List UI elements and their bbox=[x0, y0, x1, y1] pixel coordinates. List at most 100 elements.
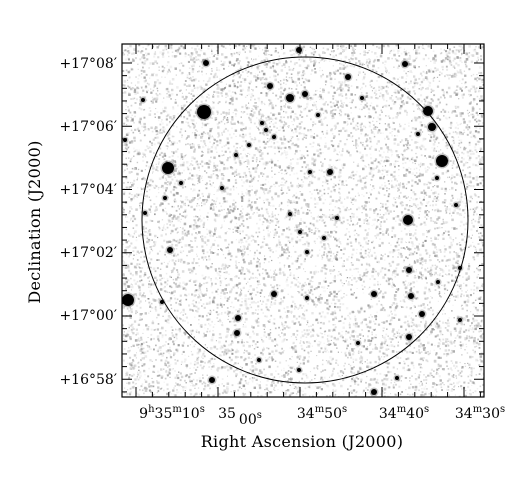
noise-speck bbox=[187, 135, 190, 138]
noise-speck bbox=[399, 251, 402, 254]
noise-speck bbox=[276, 127, 278, 129]
noise-speck bbox=[360, 108, 363, 111]
noise-speck bbox=[206, 132, 210, 135]
noise-speck bbox=[329, 202, 332, 205]
noise-speck bbox=[240, 81, 243, 83]
noise-speck bbox=[167, 374, 169, 377]
noise-speck bbox=[134, 102, 137, 104]
noise-speck bbox=[433, 221, 437, 224]
noise-speck bbox=[283, 266, 285, 268]
noise-speck bbox=[317, 321, 320, 324]
noise-speck bbox=[217, 85, 220, 88]
noise-speck bbox=[283, 52, 286, 55]
noise-speck bbox=[477, 131, 480, 134]
noise-speck bbox=[475, 60, 478, 63]
noise-speck bbox=[457, 124, 459, 126]
noise-speck bbox=[357, 383, 360, 386]
noise-speck bbox=[413, 75, 416, 78]
noise-speck bbox=[456, 259, 459, 263]
noise-speck bbox=[274, 338, 277, 341]
noise-speck bbox=[263, 296, 266, 298]
noise-speck bbox=[412, 223, 415, 226]
noise-speck bbox=[248, 82, 250, 84]
noise-speck bbox=[396, 154, 399, 157]
noise-speck bbox=[264, 392, 267, 395]
noise-speck bbox=[288, 146, 291, 149]
noise-speck bbox=[141, 383, 144, 385]
noise-speck bbox=[457, 71, 460, 74]
noise-speck bbox=[304, 281, 306, 284]
noise-speck bbox=[381, 305, 384, 307]
noise-speck bbox=[367, 288, 369, 290]
noise-speck bbox=[181, 215, 183, 217]
noise-speck bbox=[271, 297, 274, 300]
noise-speck bbox=[405, 306, 408, 309]
noise-speck bbox=[421, 264, 424, 266]
noise-speck bbox=[209, 133, 211, 135]
noise-speck bbox=[139, 292, 142, 295]
noise-speck bbox=[224, 264, 228, 268]
noise-speck bbox=[176, 389, 178, 391]
noise-speck bbox=[335, 167, 338, 170]
noise-speck bbox=[395, 302, 398, 305]
noise-speck bbox=[399, 335, 402, 338]
noise-speck bbox=[214, 72, 217, 75]
noise-speck bbox=[204, 344, 206, 346]
noise-speck bbox=[342, 72, 345, 75]
noise-speck bbox=[212, 173, 215, 175]
noise-speck bbox=[148, 286, 150, 288]
noise-speck bbox=[243, 351, 245, 354]
noise-speck bbox=[365, 262, 368, 265]
noise-speck bbox=[424, 148, 427, 151]
noise-speck bbox=[365, 217, 367, 219]
noise-speck bbox=[172, 389, 175, 392]
noise-speck bbox=[459, 87, 462, 90]
noise-speck bbox=[173, 164, 177, 167]
noise-speck bbox=[321, 254, 323, 257]
noise-speck bbox=[408, 341, 411, 344]
noise-speck bbox=[473, 289, 476, 291]
noise-speck bbox=[307, 101, 309, 103]
noise-speck bbox=[196, 216, 199, 218]
noise-speck bbox=[453, 60, 455, 62]
noise-speck bbox=[393, 218, 395, 220]
noise-speck bbox=[295, 240, 298, 244]
noise-speck bbox=[389, 314, 391, 316]
noise-speck bbox=[330, 339, 332, 341]
noise-speck bbox=[448, 58, 451, 61]
noise-speck bbox=[463, 70, 466, 72]
noise-speck bbox=[464, 81, 467, 84]
noise-speck bbox=[273, 234, 275, 236]
noise-speck bbox=[148, 196, 150, 198]
noise-speck bbox=[253, 257, 255, 260]
noise-speck bbox=[259, 146, 261, 148]
noise-speck bbox=[397, 90, 400, 93]
noise-speck bbox=[322, 57, 325, 60]
noise-speck bbox=[446, 289, 449, 291]
noise-speck bbox=[399, 202, 402, 205]
noise-speck bbox=[216, 91, 219, 94]
noise-speck bbox=[355, 141, 357, 143]
noise-speck bbox=[170, 45, 173, 48]
noise-speck bbox=[276, 287, 279, 290]
noise-speck bbox=[302, 390, 304, 393]
noise-speck bbox=[123, 338, 126, 341]
noise-speck bbox=[122, 260, 124, 262]
noise-speck bbox=[166, 73, 168, 75]
noise-speck bbox=[256, 165, 259, 167]
noise-speck bbox=[472, 185, 475, 188]
noise-speck bbox=[206, 122, 209, 125]
noise-speck bbox=[281, 384, 283, 387]
noise-speck bbox=[148, 208, 150, 211]
noise-speck bbox=[249, 292, 252, 296]
noise-speck bbox=[168, 130, 172, 133]
noise-speck bbox=[138, 44, 141, 47]
noise-speck bbox=[347, 123, 349, 125]
noise-speck bbox=[306, 320, 309, 322]
noise-speck bbox=[145, 165, 148, 167]
noise-speck bbox=[341, 183, 344, 186]
noise-speck bbox=[267, 274, 270, 276]
noise-speck bbox=[255, 207, 258, 210]
noise-speck bbox=[194, 132, 196, 134]
noise-speck bbox=[429, 163, 432, 165]
